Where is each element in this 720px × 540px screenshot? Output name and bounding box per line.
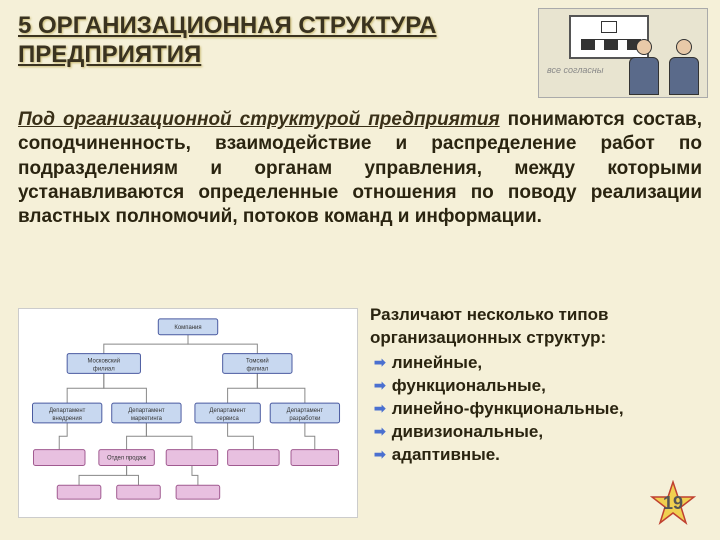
slide-title: 5 ОРГАНИЗАЦИОННАЯ СТРУКТУРА ПРЕДПРИЯТИЯ (18, 12, 458, 70)
svg-text:маркетинга: маркетинга (131, 416, 163, 422)
list-item: линейно-функциональные, (374, 398, 702, 421)
orgchart-image: Компания Московский филиал Томский филиал Деп… (18, 308, 358, 518)
svg-text:Департамент: Департамент (287, 408, 324, 414)
svg-text:разработки: разработки (289, 416, 320, 422)
svg-text:Московский: Московский (88, 357, 121, 364)
types-list: Различают несколько типов организационны… (370, 304, 702, 467)
svg-text:Департамент: Департамент (128, 408, 165, 414)
svg-text:филиал: филиал (246, 366, 268, 372)
paragraph-lead: Под организационной структурой предприят… (18, 109, 500, 130)
main-paragraph: Под организационной структурой предприят… (18, 108, 702, 230)
list-item: функциональные, (374, 375, 702, 398)
list-intro: Различают несколько типов организационны… (370, 304, 702, 350)
svg-text:Департамент: Департамент (49, 408, 86, 414)
list-item: линейные, (374, 352, 702, 375)
person-icon (625, 39, 663, 97)
svg-text:сервиса: сервиса (216, 416, 239, 422)
illustration-caption: все согласны (547, 65, 604, 75)
svg-text:Томский: Томский (246, 357, 269, 364)
svg-text:Отдел продаж: Отдел продаж (107, 456, 146, 462)
list-item: дивизиональные, (374, 421, 702, 444)
person-icon (665, 39, 703, 97)
svg-text:Департамент: Департамент (209, 408, 246, 414)
page-number: 19 (663, 493, 683, 514)
svg-text:внедрения: внедрения (52, 416, 81, 422)
corner-illustration: все согласны (538, 8, 708, 98)
svg-text:филиал: филиал (93, 366, 115, 372)
svg-text:Компания: Компания (174, 325, 201, 331)
list-item: адаптивные. (374, 444, 702, 467)
page-number-star: 19 (650, 480, 696, 526)
